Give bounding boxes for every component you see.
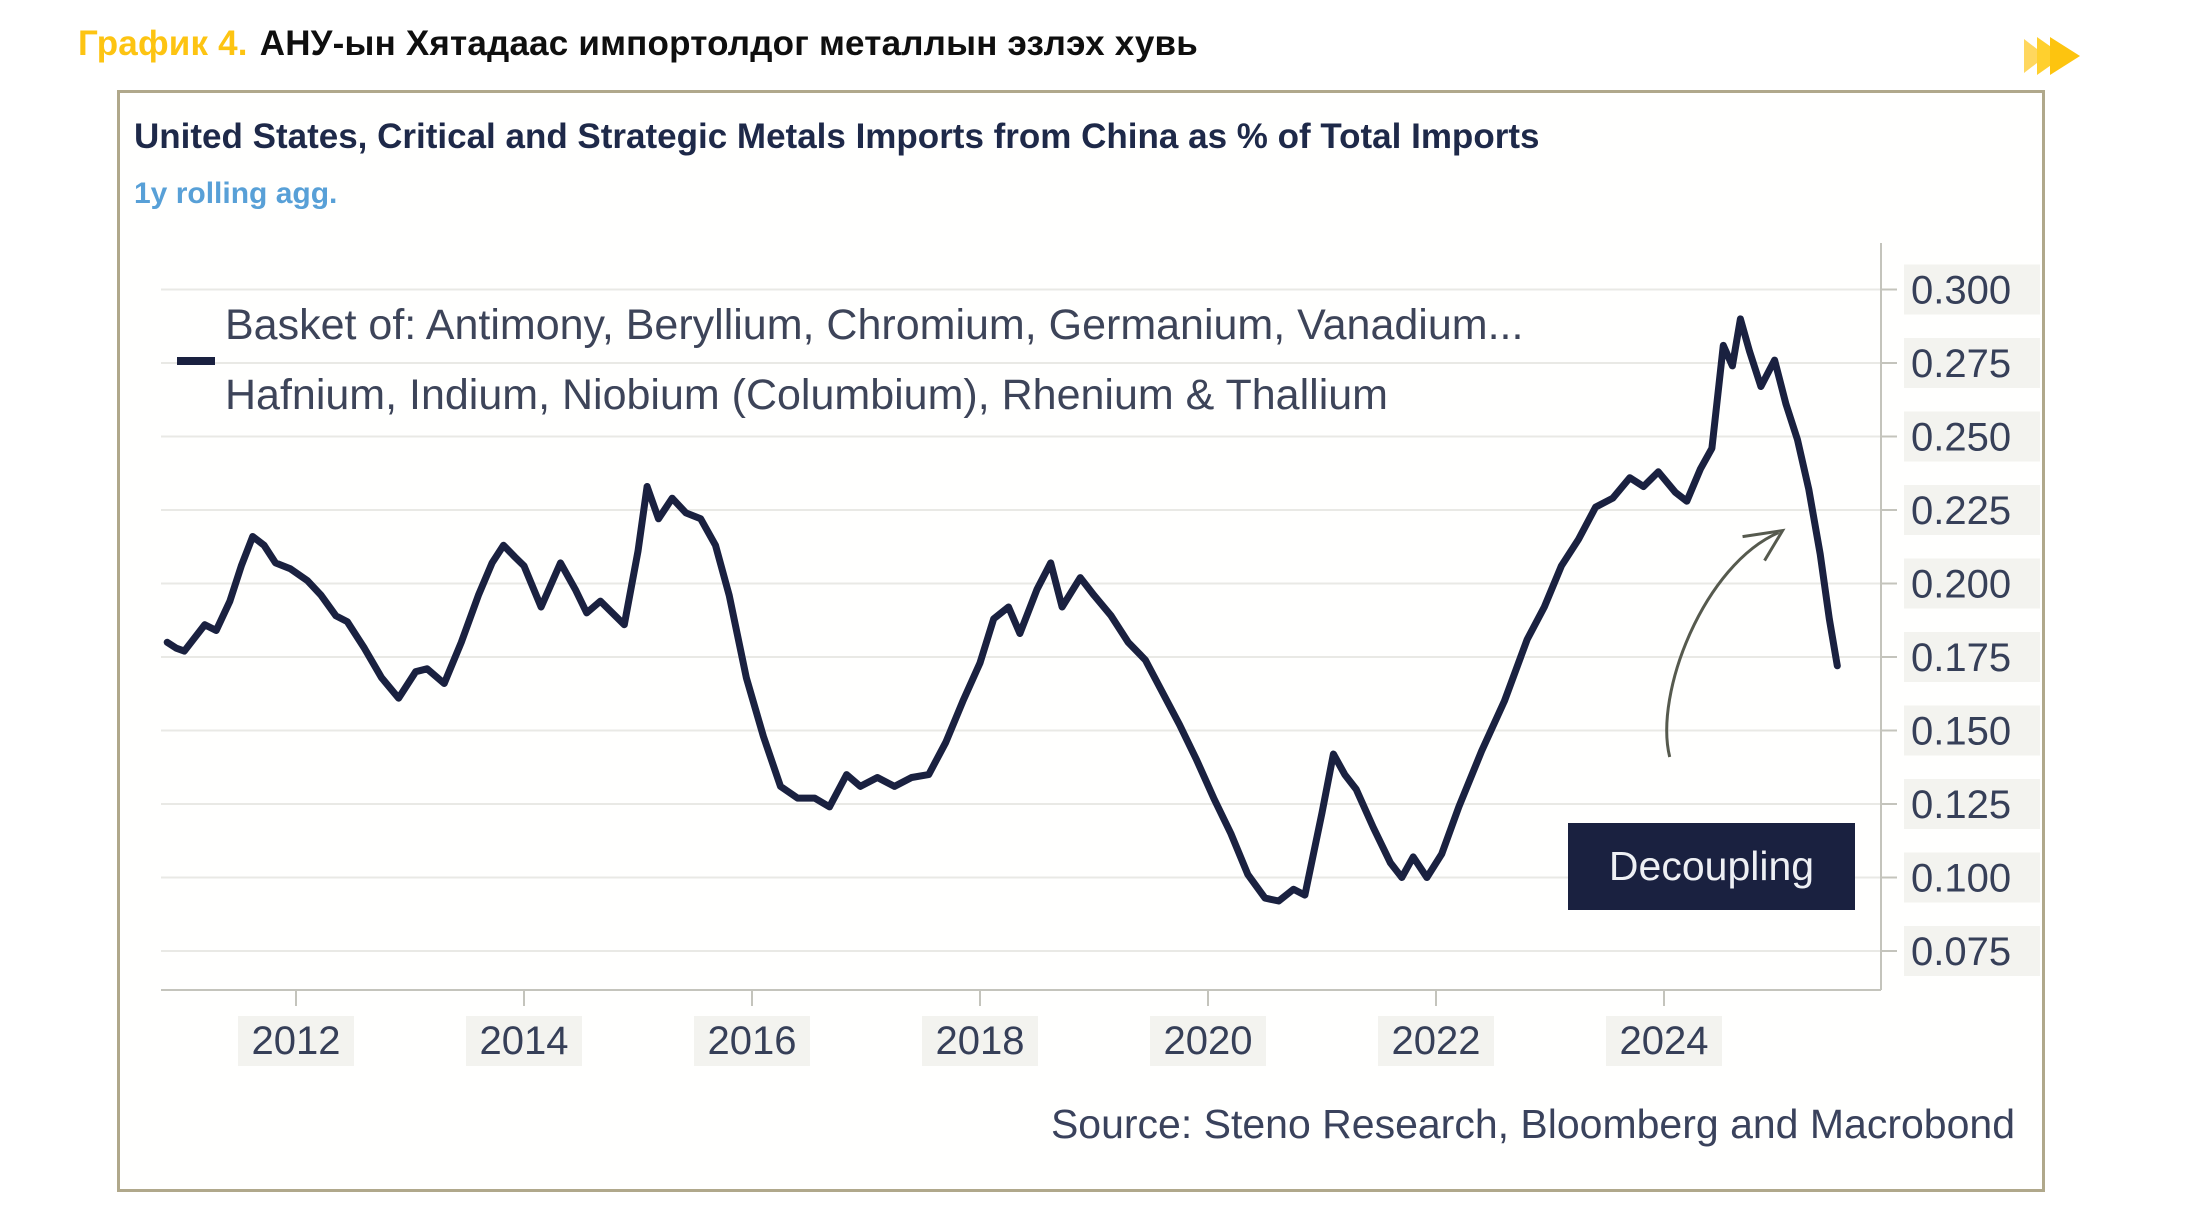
decoupling-annotation-label: Decoupling — [1608, 843, 1815, 889]
y-tick-label: 0.150 — [1911, 710, 2011, 754]
legend-line-swatch — [177, 357, 215, 365]
y-tick-label-bg — [1904, 558, 2040, 609]
y-tick-label-bg — [1904, 411, 2040, 462]
y-tick-label-bg — [1904, 264, 2040, 315]
legend-line-1: Basket of: Antimony, Beryllium, Chromium… — [225, 301, 1524, 349]
y-tick-label-bg — [1904, 338, 2040, 388]
source-note: Source: Steno Research, Bloomberg and Ma… — [1050, 1101, 2015, 1147]
y-tick-label: 0.300 — [1911, 269, 2011, 313]
figure-caption: График 4. АНУ-ын Хятадаас импортолдог мет… — [78, 24, 1198, 64]
y-tick-label: 0.100 — [1911, 857, 2011, 901]
figure-number: График 4. — [78, 24, 248, 63]
chart-panel: 0.300 0.275 0.250 0.225 0.200 0.175 0.150 0.125… — [117, 90, 2045, 1192]
x-tick-label: 2018 — [936, 1019, 1025, 1063]
x-tick-label-bg — [238, 1016, 354, 1066]
legend-line-2: Hafnium, Indium, Niobium (Columbium), Rh… — [225, 371, 1388, 419]
y-tick-label-bg — [1904, 779, 2040, 829]
x-tick-label-bg — [466, 1016, 582, 1066]
y-tick-label: 0.200 — [1911, 563, 2011, 607]
x-tick-label: 2016 — [708, 1019, 797, 1063]
x-tick-label-bg — [1378, 1016, 1494, 1066]
x-tick-label: 2022 — [1392, 1019, 1481, 1063]
y-tick-label: 0.125 — [1911, 783, 2011, 827]
y-tick-label-bg — [1904, 485, 2040, 535]
x-tick-label: 2020 — [1164, 1019, 1253, 1063]
y-tick-label: 0.175 — [1911, 636, 2011, 680]
annotation-arrow — [1665, 531, 1780, 758]
y-tick-label: 0.250 — [1911, 416, 2011, 460]
x-tick-label: 2014 — [480, 1019, 569, 1063]
annotation-arrowhead — [1742, 528, 1786, 562]
x-tick-label-bg — [922, 1016, 1038, 1066]
series-line — [163, 315, 1841, 905]
figure-title: АНУ-ын Хятадаас импортолдог металлын эзл… — [259, 24, 1198, 63]
x-tick-label: 2024 — [1620, 1019, 1709, 1063]
x-tick-label-bg — [694, 1016, 810, 1066]
legend: Basket of: Antimony, Beryllium, Chromium… — [225, 290, 1523, 430]
y-tick-label-bg — [1904, 926, 2040, 976]
decoupling-annotation: Decoupling — [1568, 823, 1855, 910]
y-tick-label-bg — [1904, 852, 2040, 903]
y-tick-label: 0.075 — [1911, 930, 2011, 974]
fast-forward-icon — [2024, 37, 2080, 75]
chart-title: United States, Critical and Strategic Me… — [134, 117, 1540, 156]
x-tick-label-bg — [1606, 1016, 1722, 1066]
chart-plot: 0.300 0.275 0.250 0.225 0.200 0.175 0.150 0.125… — [161, 243, 2040, 1066]
x-tick-label: 2012 — [252, 1019, 341, 1063]
y-tick-label-bg — [1904, 705, 2040, 756]
y-tick-label: 0.225 — [1911, 489, 2011, 533]
y-tick-label-bg — [1904, 632, 2040, 682]
chart-panel-inner: 0.300 0.275 0.250 0.225 0.200 0.175 0.150 0.125… — [120, 93, 2042, 1189]
y-tick-label: 0.275 — [1911, 342, 2011, 386]
chart-subtitle: 1y rolling agg. — [134, 177, 338, 210]
x-tick-label-bg — [1150, 1016, 1266, 1066]
